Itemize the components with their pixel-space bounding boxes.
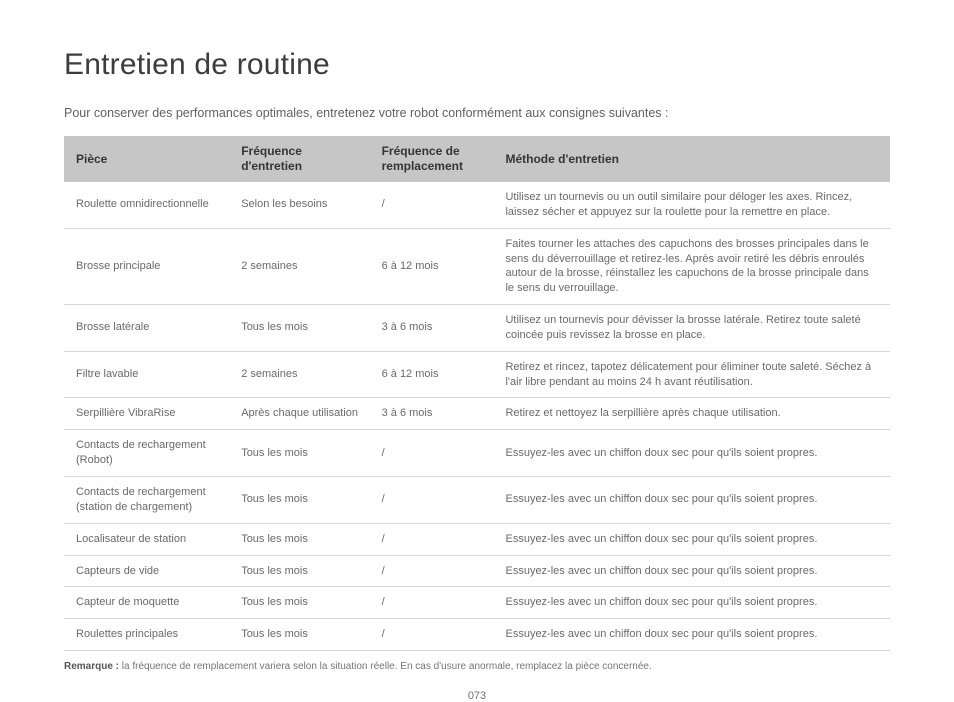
table-cell: Filtre lavable: [64, 351, 229, 398]
page-title: Entretien de routine: [64, 48, 890, 82]
col-part: Pièce: [64, 136, 229, 182]
table-cell: 3 à 6 mois: [370, 398, 494, 430]
table-cell: Tous les mois: [229, 476, 369, 523]
table-cell: Capteur de moquette: [64, 587, 229, 619]
table-cell: Retirez et nettoyez la serpillière après…: [493, 398, 890, 430]
table-body: Roulette omnidirectionnelleSelon les bes…: [64, 182, 890, 651]
col-replacement: Fréquence de remplacement: [370, 136, 494, 182]
table-header-row: Pièce Fréquence d'entretien Fréquence de…: [64, 136, 890, 182]
table-cell: 6 à 12 mois: [370, 228, 494, 304]
note-label: Remarque :: [64, 661, 119, 672]
table-row: Filtre lavable2 semaines6 à 12 moisRetir…: [64, 351, 890, 398]
table-row: Brosse latéraleTous les mois3 à 6 moisUt…: [64, 305, 890, 352]
table-row: Roulette omnidirectionnelleSelon les bes…: [64, 182, 890, 228]
table-cell: Tous les mois: [229, 305, 369, 352]
table-cell: Utilisez un tournevis ou un outil simila…: [493, 182, 890, 228]
table-cell: Roulettes principales: [64, 619, 229, 651]
table-row: Localisateur de stationTous les mois/Ess…: [64, 523, 890, 555]
table-cell: /: [370, 430, 494, 477]
table-cell: /: [370, 555, 494, 587]
table-cell: /: [370, 182, 494, 228]
intro-text: Pour conserver des performances optimale…: [64, 106, 890, 120]
table-cell: Essuyez-les avec un chiffon doux sec pou…: [493, 587, 890, 619]
table-row: Capteur de moquetteTous les mois/Essuyez…: [64, 587, 890, 619]
table-row: Serpillière VibraRiseAprès chaque utilis…: [64, 398, 890, 430]
page-number: 073: [64, 690, 890, 702]
table-cell: Capteurs de vide: [64, 555, 229, 587]
note-text: la fréquence de remplacement variera sel…: [119, 661, 652, 672]
table-cell: Après chaque utilisation: [229, 398, 369, 430]
table-row: Capteurs de videTous les mois/Essuyez-le…: [64, 555, 890, 587]
table-cell: Localisateur de station: [64, 523, 229, 555]
table-cell: Retirez et rincez, tapotez délicatement …: [493, 351, 890, 398]
table-cell: /: [370, 476, 494, 523]
table-cell: Contacts de rechargement (station de cha…: [64, 476, 229, 523]
table-cell: /: [370, 523, 494, 555]
table-cell: Serpillière VibraRise: [64, 398, 229, 430]
table-cell: /: [370, 619, 494, 651]
table-cell: Brosse principale: [64, 228, 229, 304]
table-cell: Brosse latérale: [64, 305, 229, 352]
table-cell: Selon les besoins: [229, 182, 369, 228]
table-row: Roulettes principalesTous les mois/Essuy…: [64, 619, 890, 651]
table-cell: /: [370, 587, 494, 619]
table-cell: 6 à 12 mois: [370, 351, 494, 398]
table-cell: Essuyez-les avec un chiffon doux sec pou…: [493, 523, 890, 555]
table-cell: 2 semaines: [229, 351, 369, 398]
table-cell: Tous les mois: [229, 430, 369, 477]
note: Remarque : la fréquence de remplacement …: [64, 661, 890, 672]
table-cell: Tous les mois: [229, 619, 369, 651]
col-maintenance: Fréquence d'entretien: [229, 136, 369, 182]
table-cell: Tous les mois: [229, 587, 369, 619]
table-cell: Essuyez-les avec un chiffon doux sec pou…: [493, 619, 890, 651]
table-cell: Utilisez un tournevis pour dévisser la b…: [493, 305, 890, 352]
col-method: Méthode d'entretien: [493, 136, 890, 182]
table-cell: Roulette omnidirectionnelle: [64, 182, 229, 228]
table-cell: Contacts de rechargement (Robot): [64, 430, 229, 477]
table-row: Brosse principale2 semaines6 à 12 moisFa…: [64, 228, 890, 304]
table-cell: 2 semaines: [229, 228, 369, 304]
table-cell: Essuyez-les avec un chiffon doux sec pou…: [493, 555, 890, 587]
maintenance-table: Pièce Fréquence d'entretien Fréquence de…: [64, 136, 890, 651]
table-cell: Tous les mois: [229, 555, 369, 587]
table-cell: Essuyez-les avec un chiffon doux sec pou…: [493, 430, 890, 477]
table-cell: Essuyez-les avec un chiffon doux sec pou…: [493, 476, 890, 523]
table-cell: 3 à 6 mois: [370, 305, 494, 352]
table-cell: Tous les mois: [229, 523, 369, 555]
table-cell: Faites tourner les attaches des capuchon…: [493, 228, 890, 304]
table-row: Contacts de rechargement (station de cha…: [64, 476, 890, 523]
table-row: Contacts de rechargement (Robot)Tous les…: [64, 430, 890, 477]
